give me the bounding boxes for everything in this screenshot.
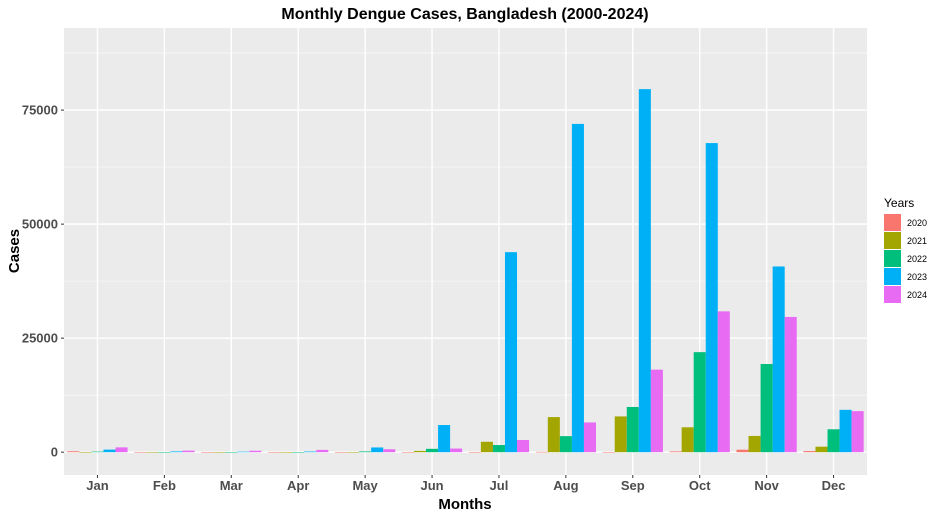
bar-2024-May: [383, 449, 396, 453]
bar-2021-Jun: [413, 450, 427, 453]
bar-2022-Jun: [426, 448, 439, 453]
bar-2020-Oct: [669, 451, 682, 453]
bar-2021-May: [347, 451, 360, 453]
bar-2021-Mar: [213, 452, 226, 453]
bar-series: [67, 89, 864, 453]
bar-2022-Feb: [158, 452, 171, 453]
y-axis-ticks: 0 25000 50000 75000: [22, 103, 64, 460]
bar-2022-Sep: [626, 406, 639, 453]
bar-2024-Dec: [851, 411, 864, 453]
x-tick-label: Dec: [822, 478, 846, 493]
bar-2021-Oct: [681, 427, 694, 453]
legend-label-2021: 2021: [907, 236, 927, 246]
bar-2024-Nov: [784, 316, 797, 453]
y-tick-label: 25000: [22, 331, 58, 346]
bar-2020-Jun: [401, 452, 414, 453]
bar-2023-Aug: [571, 123, 584, 453]
legend-key-2022: [884, 250, 901, 267]
bar-2024-Feb: [182, 450, 195, 453]
bar-2021-Nov: [748, 435, 761, 453]
legend-label-2022: 2022: [907, 254, 927, 264]
bar-2023-Jul: [504, 252, 518, 453]
bar-2023-Jun: [438, 425, 451, 453]
bar-2020-Nov: [736, 449, 749, 453]
legend: Years 2020 2021 2022 2023 2024: [884, 196, 927, 303]
bar-2023-Jan: [103, 449, 116, 453]
bar-2022-May: [359, 451, 372, 453]
x-tick-label: Oct: [689, 478, 711, 493]
y-axis-title: Cases: [6, 229, 23, 273]
bar-2024-Jun: [450, 448, 463, 453]
bar-2022-Oct: [693, 352, 706, 453]
chart-title: Monthly Dengue Cases, Bangladesh (2000-2…: [281, 6, 648, 23]
legend-label-2024: 2024: [907, 290, 927, 300]
x-tick-label: Apr: [287, 478, 309, 493]
bar-2021-Dec: [815, 446, 828, 453]
bar-2020-Sep: [602, 451, 615, 453]
bar-2023-Sep: [638, 89, 651, 453]
y-tick-label: 50000: [22, 217, 58, 232]
legend-title: Years: [884, 196, 914, 210]
bar-2022-Jan: [91, 451, 104, 453]
bar-2022-Aug: [559, 436, 572, 453]
bar-2020-Jan: [67, 451, 80, 453]
legend-label-2023: 2023: [907, 272, 927, 282]
bar-2020-May: [335, 452, 348, 453]
bar-2023-Mar: [237, 451, 250, 453]
bar-2024-Jan: [115, 447, 128, 453]
legend-key-2020: [884, 214, 901, 231]
x-axis-ticks: Jan Feb Mar Apr May Jun Jul Aug Sep Oct Nov Dec: [86, 475, 845, 493]
panel-background: [64, 28, 867, 475]
bar-2022-Mar: [225, 452, 238, 453]
bar-2021-Aug: [547, 417, 560, 453]
bar-2020-Apr: [268, 452, 281, 453]
bar-2021-Feb: [146, 452, 159, 453]
bar-2024-Mar: [249, 450, 262, 453]
x-tick-label: Mar: [220, 478, 243, 493]
x-tick-label: Jul: [490, 478, 509, 493]
bar-2024-Jul: [517, 440, 530, 453]
bar-2023-May: [371, 447, 384, 453]
bar-2024-Apr: [316, 449, 329, 453]
x-tick-label: May: [352, 478, 378, 493]
bar-2020-Jul: [468, 452, 481, 453]
bar-2023-Dec: [839, 409, 852, 453]
x-axis-title: Months: [438, 496, 491, 513]
bar-2023-Apr: [304, 451, 317, 453]
legend-key-2024: [884, 286, 901, 303]
bar-2022-Apr: [292, 452, 305, 453]
bar-2022-Jul: [492, 445, 505, 453]
bar-2022-Dec: [827, 429, 840, 453]
x-tick-label: Feb: [153, 478, 176, 493]
bar-2022-Nov: [760, 364, 773, 453]
y-tick-label: 0: [51, 445, 58, 460]
x-tick-label: Jan: [86, 478, 108, 493]
bar-2020-Dec: [803, 451, 816, 453]
legend-key-2021: [884, 232, 901, 249]
x-tick-label: Jun: [420, 478, 443, 493]
legend-label-2020: 2020: [907, 218, 927, 228]
major-gridlines: [64, 28, 867, 475]
y-tick-label: 75000: [22, 103, 58, 118]
bar-2021-Sep: [614, 416, 627, 453]
bar-2024-Oct: [717, 311, 730, 453]
minor-gridlines: [64, 52, 867, 396]
x-tick-label: Nov: [754, 478, 779, 493]
bar-2020-Mar: [201, 452, 214, 453]
bar-2024-Aug: [583, 422, 596, 453]
bar-2024-Sep: [650, 369, 663, 453]
bar-2021-Apr: [280, 452, 293, 453]
bar-2021-Jan: [79, 452, 92, 453]
bar-2021-Jul: [480, 441, 493, 453]
bar-2023-Feb: [170, 451, 183, 453]
x-tick-label: Aug: [553, 478, 578, 493]
x-tick-label: Sep: [621, 478, 645, 493]
bar-2020-Feb: [134, 451, 147, 453]
bar-2020-Aug: [535, 451, 548, 453]
bar-2023-Nov: [772, 266, 785, 453]
bar-2023-Oct: [705, 143, 718, 453]
legend-key-2023: [884, 268, 901, 285]
